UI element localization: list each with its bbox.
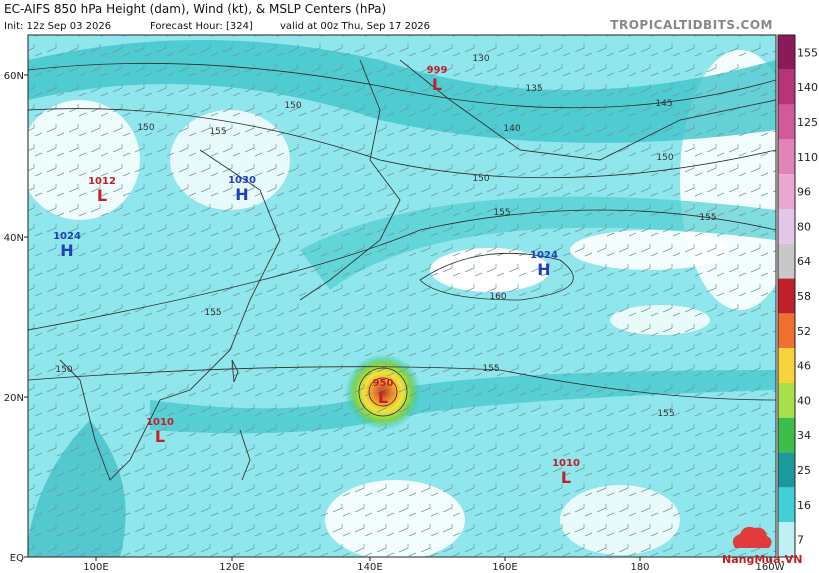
- valid-time: valid at 00z Thu, Sep 17 2026: [280, 21, 430, 32]
- colorbar-label: 110: [797, 151, 818, 164]
- contour-label: 155: [204, 308, 221, 318]
- title: EC-AIFS 850 hPa Height (dam), Wind (kt),…: [4, 2, 386, 16]
- lon-label: 160E: [492, 562, 517, 573]
- colorbar-swatch: [778, 417, 795, 453]
- map-field: [28, 35, 776, 557]
- map-frame: [27, 34, 777, 558]
- colorbar-swatch: [778, 522, 795, 557]
- colorbar-label: 46: [797, 360, 811, 373]
- source: TROPICALTIDBITS.COM: [610, 18, 773, 32]
- lon-label: 180: [630, 562, 649, 573]
- colorbar-swatch: [778, 487, 795, 523]
- lon-label: 100E: [83, 562, 108, 573]
- lat-label: 60N: [4, 71, 24, 82]
- contour-label: 145: [655, 99, 672, 109]
- pressure-value: 999: [427, 65, 448, 76]
- pressure-symbol: L: [97, 186, 107, 205]
- colorbar-swatch: [778, 104, 795, 140]
- lat-label: 40N: [4, 233, 24, 244]
- colorbar-label: 7: [797, 534, 804, 547]
- colorbar-swatch: [778, 174, 795, 209]
- colorbar-swatch: [778, 313, 795, 349]
- pressure-value: 1030: [228, 175, 256, 186]
- pressure-value: 1024: [53, 231, 81, 242]
- colorbar-label: 140: [797, 81, 818, 94]
- contour-label: 150: [656, 153, 673, 163]
- contour-label: 135: [525, 84, 542, 94]
- colorbar-label: 155: [797, 46, 818, 59]
- colorbar-label: 34: [797, 429, 811, 442]
- colorbar-swatch: [778, 243, 795, 279]
- contour-label: 155: [209, 127, 226, 137]
- pressure-symbol: H: [60, 241, 73, 260]
- lat-label: 20N: [4, 393, 24, 404]
- colorbar-swatch: [778, 278, 795, 314]
- init: Init: 12z Sep 03 2026: [4, 21, 111, 32]
- colorbar-swatch: [778, 452, 795, 488]
- contour-label: 150: [55, 365, 72, 375]
- colorbar-swatch: [778, 69, 795, 105]
- pressure-value: 950: [373, 378, 394, 389]
- colorbar-label: 96: [797, 186, 811, 199]
- contour-label: 150: [284, 101, 301, 111]
- contour-label: 160: [489, 292, 506, 302]
- colorbar-swatch: [778, 35, 795, 70]
- lon-label: 140E: [357, 562, 382, 573]
- colorbar-label: 16: [797, 499, 811, 512]
- colorbar-swatch: [778, 348, 795, 383]
- colorbar-label: 125: [797, 116, 818, 129]
- colorbar: 155 140 125 110 96 80 64 58 52 46 40 34 25 16 7: [777, 34, 818, 558]
- lon-label: 160W: [756, 562, 785, 573]
- lon-label: 120E: [219, 562, 244, 573]
- forecast-hour: Forecast Hour: [324]: [150, 21, 253, 32]
- pressure-symbol: L: [155, 427, 165, 446]
- contour-label: 140: [503, 124, 520, 134]
- colorbar-label: 64: [797, 255, 811, 268]
- pressure-symbol: H: [235, 185, 248, 204]
- colorbar-label: 58: [797, 290, 811, 303]
- pressure-symbol: H: [537, 260, 550, 279]
- colorbar-label: 40: [797, 394, 811, 407]
- colorbar-swatch: [778, 383, 795, 418]
- pressure-symbol: L: [378, 388, 388, 407]
- watermark: NangMua.VN: [722, 526, 802, 566]
- contour-label: 150: [472, 174, 489, 184]
- pressure-value: 1012: [88, 176, 116, 187]
- pressure-value: 1010: [552, 458, 580, 469]
- pressure-symbol: L: [432, 75, 442, 94]
- contour-label: 155: [482, 364, 499, 374]
- colorbar-label: 25: [797, 464, 811, 477]
- colorbar-label: 80: [797, 220, 811, 233]
- contour-label: 150: [137, 123, 154, 133]
- contour-label: 155: [699, 213, 716, 223]
- contour-label: 155: [657, 409, 674, 419]
- colorbar-swatch: [778, 139, 795, 175]
- lat-label: EQ: [10, 553, 24, 564]
- contour-label: 155: [493, 208, 510, 218]
- contour-label: 130: [472, 54, 489, 64]
- watermark-text: NangMua.VN: [722, 553, 802, 566]
- colorbar-frame: [777, 34, 796, 558]
- pressure-value: 1010: [146, 417, 174, 428]
- pressure-symbol: L: [561, 468, 571, 487]
- colorbar-label: 52: [797, 325, 811, 338]
- pressure-value: 1024: [530, 250, 558, 261]
- colorbar-swatch: [778, 209, 795, 244]
